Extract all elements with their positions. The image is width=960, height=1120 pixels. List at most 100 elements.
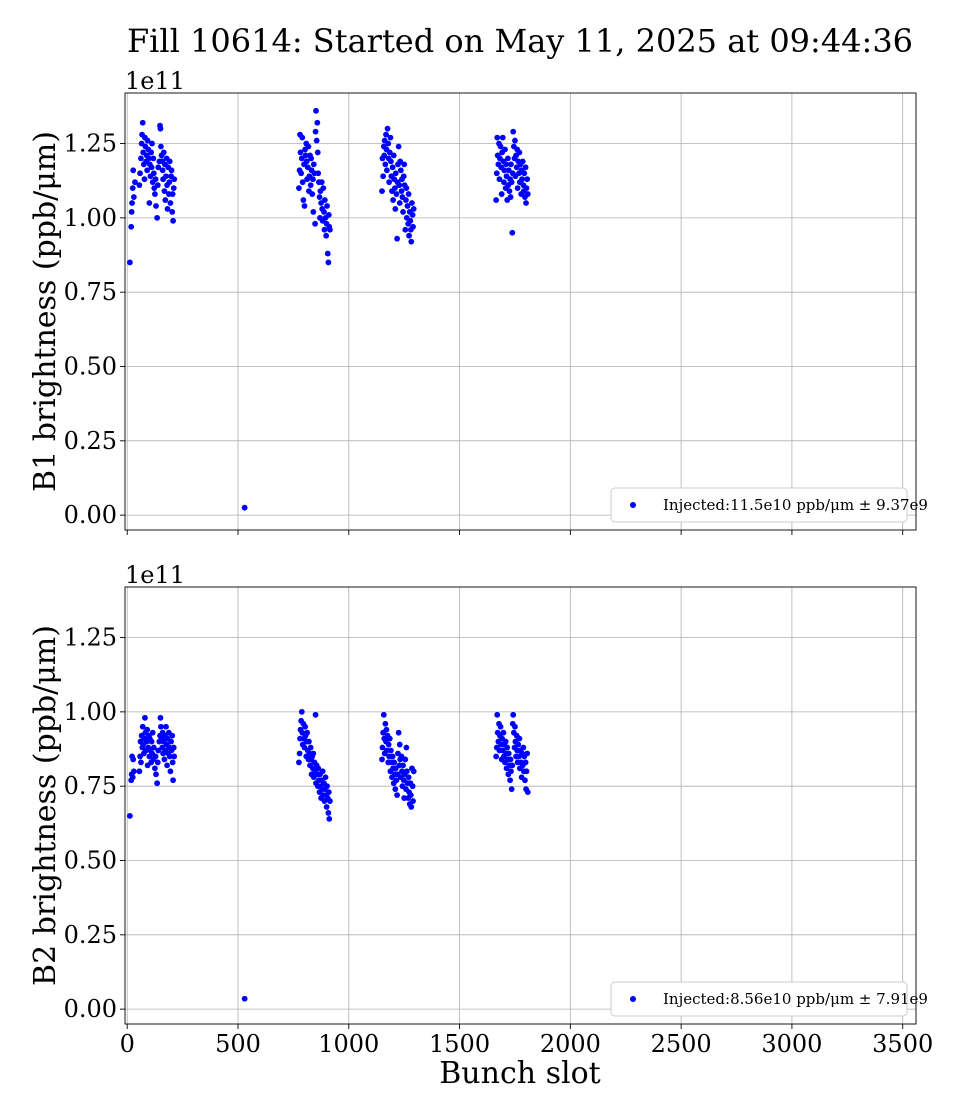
y-tick-label: 1.00 — [64, 698, 117, 726]
data-point — [522, 759, 529, 766]
data-point — [403, 185, 410, 192]
data-point — [516, 149, 523, 156]
data-point — [309, 176, 316, 183]
data-point — [155, 164, 162, 171]
data-point — [323, 804, 330, 810]
data-point — [166, 753, 173, 760]
y-tick-label: 0.00 — [64, 995, 117, 1023]
data-point — [392, 170, 399, 177]
data-point — [519, 176, 525, 183]
data-point — [168, 167, 175, 174]
b2-brightness-panel: 0 500 1000 1500 2000 2500 3000 3500 0.00 0.25 0.50… — [28, 561, 933, 1058]
data-point — [507, 194, 514, 200]
data-point — [400, 173, 407, 180]
data-point — [146, 155, 152, 162]
data-point — [169, 759, 176, 766]
data-point — [494, 711, 501, 718]
data-point — [166, 179, 173, 186]
data-point — [391, 185, 398, 192]
data-point — [296, 185, 302, 192]
data-point — [494, 134, 501, 141]
data-point — [507, 777, 513, 784]
data-point — [325, 211, 332, 218]
data-point — [521, 170, 528, 177]
data-point — [152, 176, 159, 183]
legend: Injected:8.56e10 ppb/μm ± 7.91e9 — [610, 981, 928, 1017]
data-point — [306, 738, 312, 745]
data-point — [161, 756, 168, 763]
data-point — [501, 167, 508, 174]
data-point — [129, 774, 136, 781]
data-point — [389, 164, 396, 171]
data-point — [398, 188, 405, 195]
y-offset-label: 1e11 — [125, 67, 185, 95]
data-point — [169, 191, 176, 197]
data-point — [390, 197, 396, 203]
data-point — [499, 134, 506, 141]
data-point — [154, 759, 161, 766]
x-tick-label: 1500 — [429, 1030, 490, 1058]
data-point — [383, 747, 390, 754]
data-point — [383, 726, 390, 733]
data-point — [516, 735, 523, 742]
data-point — [144, 726, 151, 733]
y-tick-label: 1.00 — [64, 204, 117, 232]
data-point — [303, 158, 310, 165]
data-point — [382, 161, 389, 168]
data-point — [314, 119, 321, 126]
data-point — [514, 185, 521, 192]
data-point — [130, 194, 137, 200]
y-tick-label: 1.25 — [64, 624, 117, 652]
data-point — [325, 810, 332, 816]
data-point — [148, 738, 155, 745]
data-point — [141, 176, 148, 183]
data-point — [500, 179, 507, 186]
data-point — [380, 173, 387, 180]
data-point — [502, 738, 509, 745]
data-point — [403, 768, 410, 775]
data-point — [507, 756, 514, 763]
data-point — [319, 768, 326, 775]
data-point — [406, 232, 412, 239]
data-point — [307, 182, 314, 189]
data-point — [392, 206, 399, 212]
data-point — [301, 203, 308, 209]
data-point — [403, 744, 410, 751]
data-point — [400, 209, 406, 215]
data-point — [387, 158, 394, 165]
data-point — [407, 792, 414, 798]
data-point — [390, 152, 397, 159]
legend-marker — [630, 502, 636, 508]
data-point — [168, 738, 174, 745]
data-point — [410, 768, 417, 775]
data-point — [129, 200, 135, 206]
y-axis-label: B1 brightness (ppb/μm) — [28, 131, 63, 492]
data-point — [408, 238, 415, 245]
data-point — [410, 798, 416, 804]
y-tick-label: 0.75 — [64, 278, 117, 306]
y-tick-label: 0.25 — [64, 921, 117, 949]
data-point — [310, 750, 317, 757]
data-point — [299, 179, 306, 186]
data-point — [154, 214, 161, 221]
y-axis-label: B2 brightness (ppb/μm) — [28, 625, 63, 986]
legend-marker — [630, 996, 636, 1002]
legend-box — [610, 981, 908, 1017]
data-point — [310, 209, 317, 215]
data-point — [523, 185, 530, 192]
data-point — [325, 259, 332, 266]
data-point — [401, 161, 408, 168]
data-point — [402, 756, 409, 763]
data-point — [327, 226, 333, 233]
data-point — [137, 170, 143, 177]
legend-box — [610, 487, 908, 523]
legend-label: Injected:8.56e10 ppb/μm ± 7.91e9 — [663, 990, 928, 1008]
data-point — [523, 768, 530, 775]
data-point — [321, 226, 328, 233]
data-point — [241, 504, 248, 511]
data-point — [297, 149, 304, 156]
data-point — [296, 759, 302, 766]
data-point — [320, 185, 327, 192]
data-point — [506, 188, 513, 195]
data-point — [523, 200, 529, 206]
